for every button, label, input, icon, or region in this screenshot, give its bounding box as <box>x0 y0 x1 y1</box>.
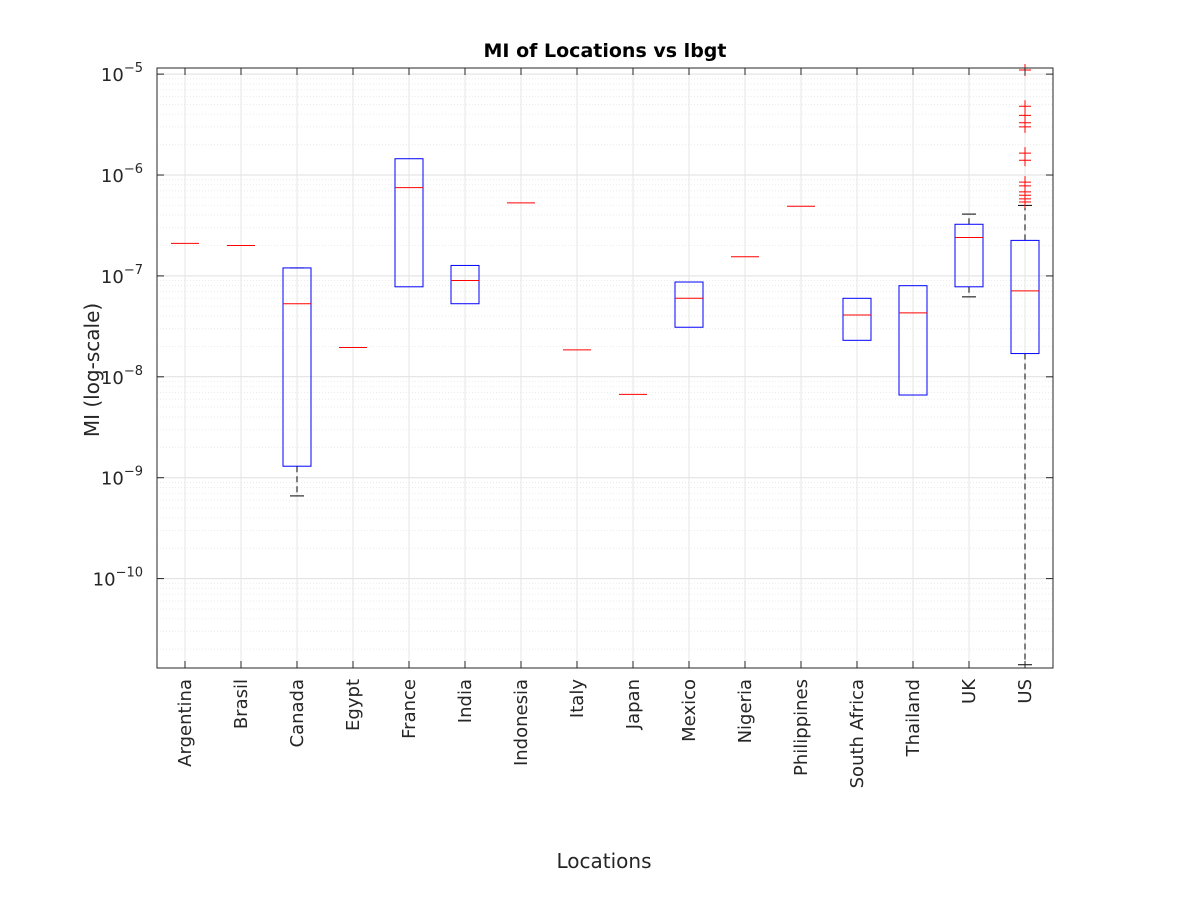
x-tick-label: Indonesia <box>511 679 532 766</box>
x-tick-label: Brasil <box>231 679 252 729</box>
y-axis-ticks: 10−10 10−9 10−8 10−7 10−6 10−5 <box>93 61 1053 591</box>
x-tick-label: Japan <box>623 679 644 730</box>
x-tick-label: Thailand <box>903 679 924 757</box>
x-tick-label: Italy <box>567 679 588 718</box>
x-tick-label: Argentina <box>175 679 196 767</box>
x-tick-label: UK <box>959 678 980 704</box>
box-iqr <box>954 223 984 288</box>
x-tick-label: France <box>399 679 420 739</box>
x-tick-label: US <box>1015 679 1036 704</box>
outlier-marker <box>1019 196 1031 209</box>
box-uk <box>954 213 984 298</box>
outlier-marker <box>1019 120 1031 133</box>
x-axis-label: Locations <box>556 849 651 873</box>
box-iqr <box>674 281 704 328</box>
box-south-africa <box>842 297 872 341</box>
box-iqr <box>450 264 480 305</box>
outlier-marker <box>1019 154 1031 167</box>
y-tick-label: 10−9 <box>101 465 143 490</box>
grid-lines <box>157 68 1053 668</box>
box-mexico <box>674 281 704 328</box>
box-iqr <box>394 158 424 288</box>
box-iqr <box>282 267 312 467</box>
y-axis-label: MI (log-scale) <box>80 303 104 437</box>
x-tick-label: Mexico <box>679 679 700 742</box>
x-tick-label: Egypt <box>343 679 364 731</box>
box-india <box>450 264 480 305</box>
y-tick-label: 10−10 <box>93 566 143 591</box>
y-tick-label: 10−8 <box>101 364 143 389</box>
y-tick-label: 10−6 <box>101 162 143 187</box>
box-france <box>394 158 424 288</box>
x-tick-label: Nigeria <box>735 679 756 743</box>
axes-frame <box>156 67 1054 669</box>
x-tick-label: South Africa <box>847 679 868 788</box>
x-tick-label: Philippines <box>791 679 812 776</box>
box-iqr <box>842 297 872 341</box>
x-tick-label: Canada <box>287 679 308 748</box>
x-axis-ticks: Argentina Brasil Canada Egypt France India Ind… <box>175 68 1036 788</box>
box-thailand <box>898 285 928 396</box>
box-us <box>1010 63 1040 666</box>
y-tick-label: 10−7 <box>101 263 143 288</box>
chart-title: MI of Locations vs lbgt <box>484 40 727 62</box>
box-canada <box>282 267 312 497</box>
x-tick-label: India <box>455 679 476 723</box>
plot-area <box>171 63 1040 666</box>
box-iqr <box>898 285 928 396</box>
y-tick-label: 10−5 <box>101 61 143 86</box>
box-iqr <box>1010 239 1040 355</box>
